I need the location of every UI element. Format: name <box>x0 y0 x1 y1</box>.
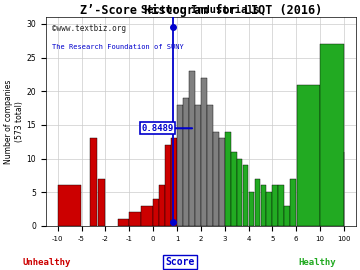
Bar <box>249 192 255 226</box>
Y-axis label: Number of companies
(573 total): Number of companies (573 total) <box>4 79 23 164</box>
Bar <box>297 85 320 226</box>
Bar <box>273 185 278 226</box>
Bar <box>243 165 248 226</box>
Bar <box>98 179 105 226</box>
Bar <box>117 219 129 226</box>
Text: Unhealthy: Unhealthy <box>23 258 71 266</box>
Title: Z’-Score Histogram for LIQT (2016): Z’-Score Histogram for LIQT (2016) <box>80 4 322 17</box>
Bar <box>201 78 207 226</box>
Text: Healthy: Healthy <box>298 258 336 266</box>
Bar <box>159 185 165 226</box>
Bar <box>237 158 243 226</box>
Bar <box>225 132 230 226</box>
Bar <box>153 199 159 226</box>
Bar <box>189 71 195 226</box>
Text: Score: Score <box>165 256 195 266</box>
Text: ©www.textbiz.org: ©www.textbiz.org <box>52 23 126 32</box>
Bar <box>141 206 153 226</box>
Bar <box>291 179 296 226</box>
Bar <box>255 179 260 226</box>
Bar <box>231 152 237 226</box>
Bar <box>320 44 343 226</box>
Text: 0.8489: 0.8489 <box>142 124 174 133</box>
Bar <box>261 185 266 226</box>
Bar <box>90 138 97 226</box>
Bar <box>177 105 183 226</box>
Bar <box>195 105 201 226</box>
Text: Sector: Industrials: Sector: Industrials <box>141 5 260 15</box>
Bar <box>183 98 189 226</box>
Bar <box>207 105 213 226</box>
Bar <box>284 206 290 226</box>
Bar <box>219 138 225 226</box>
Text: The Research Foundation of SUNY: The Research Foundation of SUNY <box>52 44 184 50</box>
Bar <box>213 132 219 226</box>
Bar <box>58 185 81 226</box>
Bar <box>266 192 272 226</box>
Bar <box>278 185 284 226</box>
Bar <box>130 212 141 226</box>
Bar <box>165 145 171 226</box>
Bar <box>171 138 177 226</box>
